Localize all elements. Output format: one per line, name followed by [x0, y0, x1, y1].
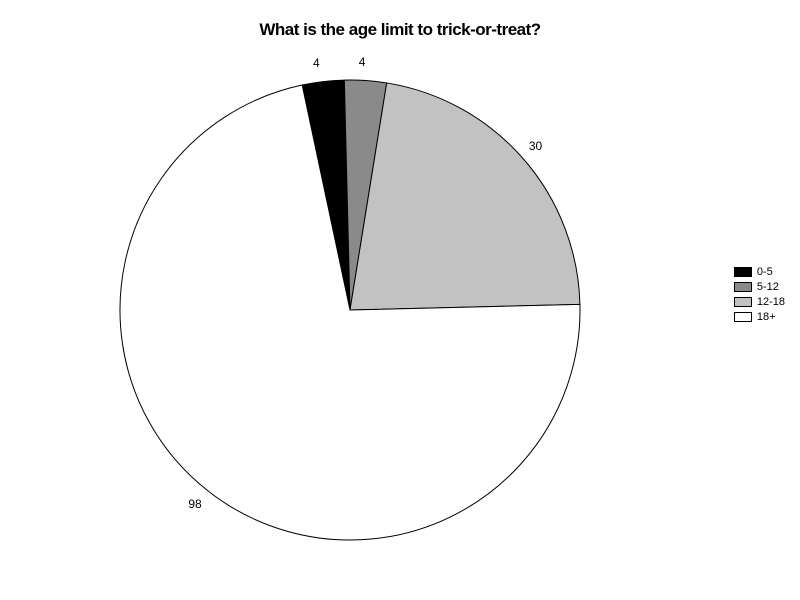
legend-item: 0-5: [734, 265, 785, 279]
legend-item: 12-18: [734, 295, 785, 309]
legend-item: 5-12: [734, 280, 785, 294]
slice-value-label: 4: [359, 55, 366, 69]
slice-value-label: 4: [313, 56, 320, 70]
pie-slice: [350, 83, 580, 310]
legend-label: 5-12: [757, 281, 779, 293]
legend-item: 18+: [734, 310, 785, 324]
chart-title: What is the age limit to trick-or-treat?: [0, 20, 800, 40]
slice-value-label: 30: [529, 139, 542, 153]
legend-swatch: [734, 297, 752, 307]
legend-swatch: [734, 282, 752, 292]
legend: 0-5 5-12 12-18 18+: [734, 265, 785, 325]
slice-value-label: 98: [188, 497, 201, 511]
legend-swatch: [734, 267, 752, 277]
legend-label: 18+: [757, 311, 776, 323]
legend-swatch: [734, 312, 752, 322]
legend-label: 12-18: [757, 296, 785, 308]
pie-chart: 443098: [100, 60, 600, 560]
legend-label: 0-5: [757, 266, 773, 278]
